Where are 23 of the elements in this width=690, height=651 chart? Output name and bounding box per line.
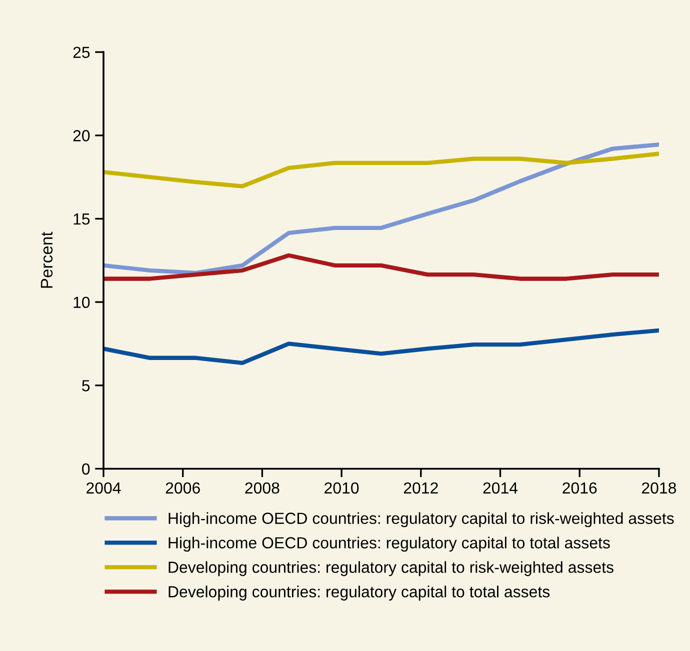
y-tick-label: 5 xyxy=(82,380,90,392)
y-tick-label: 15 xyxy=(74,214,90,225)
x-tick-label: 2014 xyxy=(483,482,518,494)
y-axis-title: Percent xyxy=(40,232,53,288)
line-series xyxy=(104,328,659,365)
legend-label: Developing countries: regulatory capital to total assets xyxy=(168,586,550,601)
line-series xyxy=(104,152,659,188)
x-tick-label: 2006 xyxy=(166,482,200,494)
legend-label: Developing countries: regulatory capital to risk-weighted assets xyxy=(168,561,614,576)
line-series xyxy=(104,142,659,275)
x-tick-label: 2008 xyxy=(245,482,280,494)
legend-label: High-income OECD countries: regulatory capital to risk-weighted assets xyxy=(168,512,674,528)
line-series xyxy=(104,253,659,281)
x-tick-label: 2018 xyxy=(642,482,676,494)
x-tick-label: 2012 xyxy=(404,482,438,494)
y-tick-label: 10 xyxy=(74,296,90,308)
y-tick-label: 0 xyxy=(82,463,90,475)
x-tick-label: 2004 xyxy=(86,482,121,494)
x-tick-label: 2010 xyxy=(324,482,359,494)
x-tick-label: 2016 xyxy=(562,482,597,494)
y-tick-label: 20 xyxy=(73,130,90,142)
y-tick-label: 25 xyxy=(73,46,90,58)
legend-label: High-income OECD countries: regulatory capital to total assets xyxy=(168,536,610,552)
